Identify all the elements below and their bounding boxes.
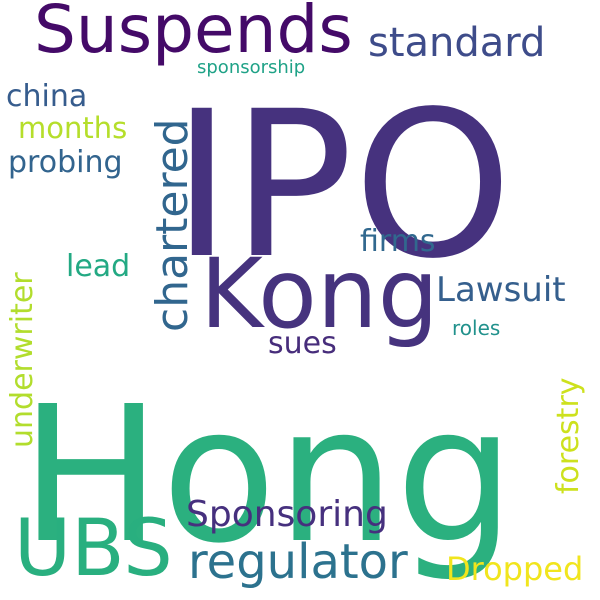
word-kong: Kong — [200, 238, 439, 350]
word-months: months — [18, 111, 127, 145]
word-lawsuit: Lawsuit — [436, 270, 566, 310]
word-ubs: UBS — [14, 504, 173, 594]
word-probing: probing — [8, 145, 123, 180]
word-sponsorship: sponsorship — [197, 57, 305, 78]
word-regulator: regulator — [188, 534, 408, 590]
word-roles: roles — [452, 316, 500, 340]
word-china: china — [6, 79, 87, 114]
word-lead: lead — [66, 249, 130, 284]
word-underwriter: underwriter — [5, 272, 40, 448]
word-firms: firms — [360, 224, 436, 259]
word-chartered: chartered — [147, 118, 198, 332]
word-ipo: IPO — [172, 67, 512, 303]
word-hong: Hong — [20, 366, 515, 585]
word-forestry: forestry — [551, 377, 586, 494]
word-sponsoring: Sponsoring — [186, 494, 388, 535]
word-standard: standard — [368, 20, 545, 66]
word-dropped: Dropped — [446, 550, 583, 588]
word-suspends: Suspends — [34, 0, 353, 68]
word-sues: sues — [268, 326, 337, 361]
